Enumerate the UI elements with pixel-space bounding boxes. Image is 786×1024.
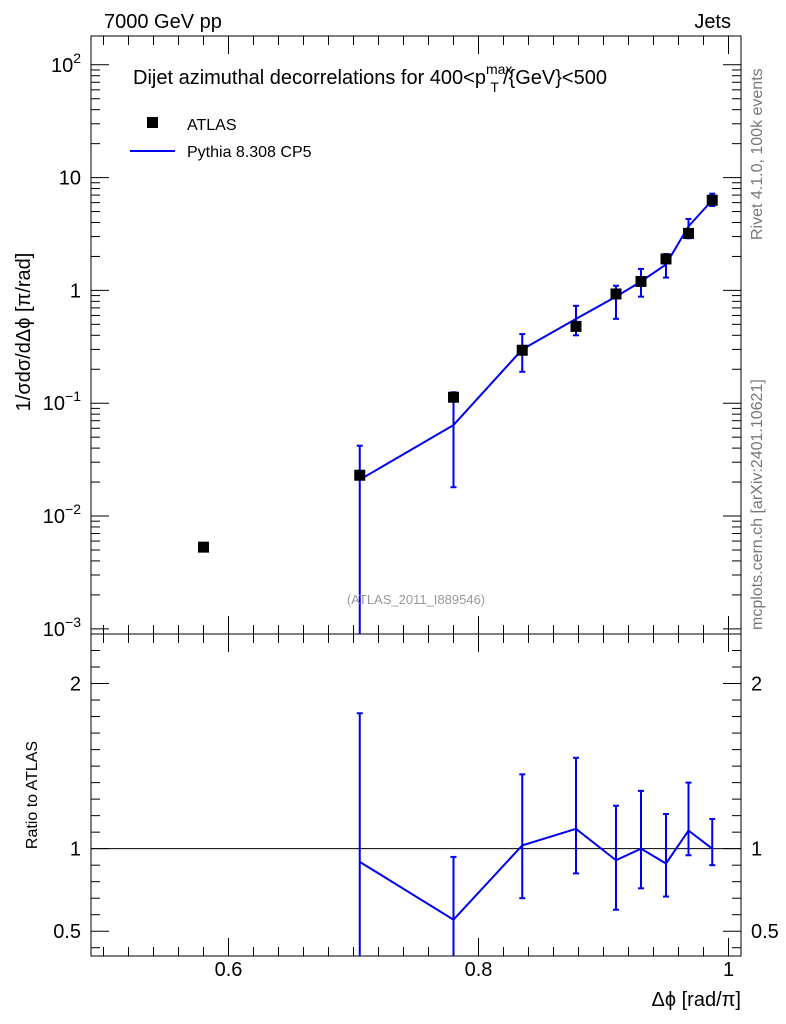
ratio-y-tick-label-right: 1 [751,839,762,861]
main-y-tick-label: 10−1 [43,388,81,415]
main-data-marks [198,192,718,634]
main-tick-group: 102 10 1 10−1 10−2 10−3 [43,36,741,641]
ratio-data-marks [91,712,741,956]
atlas-data-point [448,391,459,403]
rivet-version-label: Rivet 4.1.0, 100k events [749,68,766,240]
header-jets-label: Jets [694,11,731,33]
atlas-data-point [635,275,647,287]
ratio-tick-group: 0.6 0.8 1 0.5 0.5 1 1 2 2 [53,634,779,981]
main-y-tick-label: 10 [59,168,81,190]
ratio-y-tick-label-right: 0.5 [751,921,779,943]
atlas-data-point [610,288,622,300]
atlas-data-point [354,469,366,481]
ratio-y-tick-label-left: 2 [70,674,81,696]
x-tick-label: 0.6 [215,959,243,981]
main-y-tick-label: 10−3 [43,614,81,641]
title-part-1: Dijet azimuthal decorrelations for 400<p [133,67,486,89]
chart-title: Dijet azimuthal decorrelations for 400<p… [133,61,607,95]
legend-pythia-label: Pythia 8.308 CP5 [187,144,312,161]
legend-atlas-marker [147,117,158,128]
header-energy-label: 7000 GeV pp [104,11,222,33]
main-y-axis-label: 1/σdσ/dΔϕ [π/rad] [13,253,35,412]
ratio-y-tick-label-right: 2 [751,674,762,696]
atlas-data-point [516,344,528,356]
atlas-data-point [198,541,209,553]
title-sub-t: T [490,79,499,95]
main-y-tick-label: 10−2 [43,501,81,528]
atlas-data-point [570,320,582,332]
atlas-data-point [660,253,672,265]
pythia-series-line [359,199,713,481]
legend-atlas-label: ATLAS [187,117,237,134]
ratio-y-tick-label-left: 1 [70,839,81,861]
analysis-watermark: (ATLAS_2011_I889546) [347,592,485,607]
x-tick-label: 1 [723,959,734,981]
main-y-tick-label: 102 [51,50,81,77]
ratio-y-tick-label-left: 0.5 [53,921,81,943]
title-part-2: /{GeV}<500 [503,67,607,89]
x-axis-label: Δϕ [rad/π] [652,989,742,1011]
mcplots-reference-label: mcplots.cern.ch [arXiv:2401.10621] [749,379,766,630]
ratio-series-line [359,827,713,921]
title-sup-max: max [486,61,512,77]
x-tick-label: 0.8 [465,959,493,981]
main-y-tick-label: 1 [70,280,81,302]
ratio-plot-frame [90,633,742,957]
ratio-y-axis-label: Ratio to ATLAS [24,741,41,849]
atlas-data-point [706,194,718,206]
atlas-data-point [683,227,694,239]
